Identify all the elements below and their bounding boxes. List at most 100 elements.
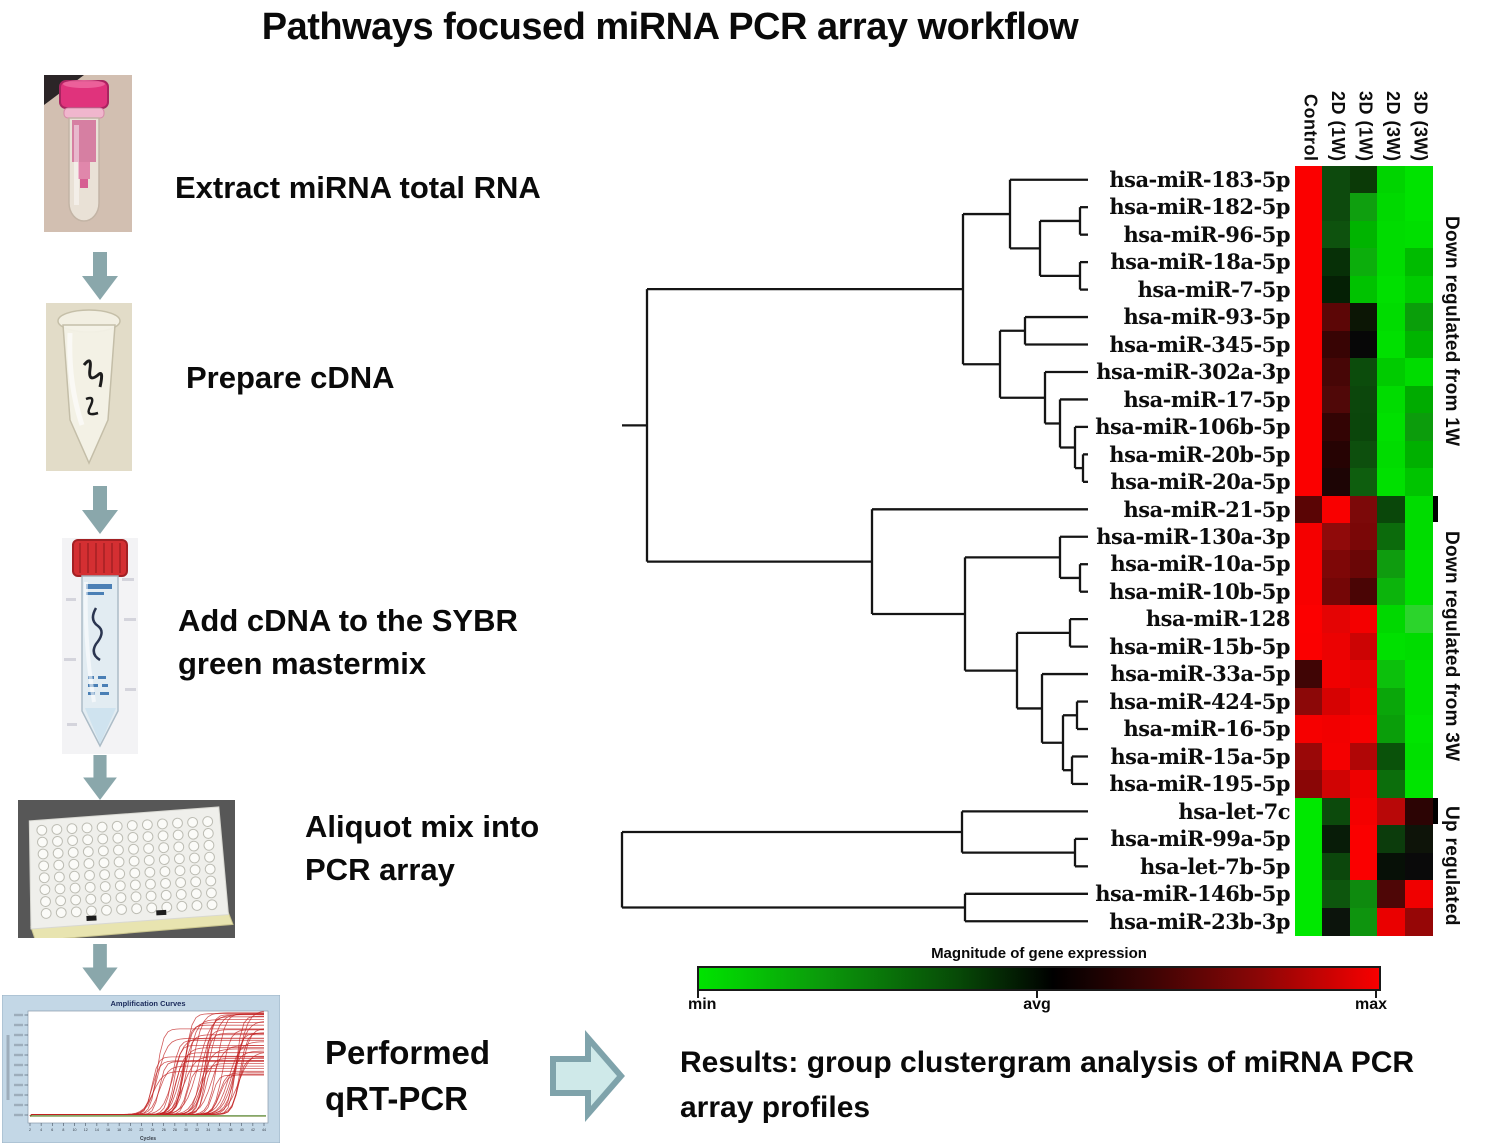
heatmap-cell (1349, 825, 1378, 854)
heatmap-cell (1404, 248, 1433, 277)
dendrogram (620, 178, 1088, 923)
group-label: Up regulated (1441, 806, 1462, 927)
heatmap-cell (1295, 632, 1324, 662)
step-label-sybr: Add cDNA to the SYBR green mastermix (178, 603, 518, 681)
heatmap-cell (1295, 907, 1324, 936)
svg-text:40: 40 (240, 1128, 244, 1132)
heatmap-cell (1349, 605, 1378, 634)
row-label: hsa-miR-33a-5p (1110, 661, 1290, 687)
heatmap-cell (1322, 330, 1351, 359)
heatmap-cell (1349, 523, 1378, 552)
heatmap-cell (1322, 385, 1351, 414)
heatmap-cell (1295, 852, 1324, 881)
heatmap-cell (1404, 742, 1433, 771)
heatmap-cell (1349, 907, 1378, 936)
heatmap-cell (1349, 880, 1378, 909)
heatmap-cell (1295, 605, 1324, 634)
heatmap-cell (1349, 166, 1378, 195)
svg-text:32: 32 (195, 1128, 199, 1132)
row-label: hsa-miR-183-5p (1109, 167, 1290, 192)
svg-text:22: 22 (139, 1128, 143, 1132)
step-label-aliquot: Aliquot mix into PCR array (305, 809, 540, 887)
svg-text:28: 28 (173, 1128, 177, 1132)
heatmap-cell (1377, 907, 1406, 936)
heatmap-cell (1377, 220, 1406, 250)
row-label: hsa-miR-302a-3p (1096, 359, 1290, 385)
heatmap-cell (1377, 385, 1406, 414)
row-label: hsa-miR-128 (1145, 606, 1291, 632)
heatmap-cell (1377, 413, 1406, 442)
row-label: hsa-miR-195-5p (1109, 771, 1290, 797)
heatmap-cell (1349, 770, 1378, 799)
big-right-arrow-icon (550, 1029, 625, 1123)
heatmap-cell (1295, 358, 1324, 387)
heatmap-cell (1404, 468, 1433, 497)
row-label: hsa-miR-15b-5p (1109, 633, 1290, 659)
heatmap-cell (1377, 275, 1406, 304)
heatmap-cell (1322, 770, 1351, 799)
heatmap-cell (1295, 742, 1324, 771)
spin-column-photo (44, 75, 132, 232)
heatmap-cell (1404, 880, 1433, 909)
heatmap-cell (1322, 687, 1351, 716)
heatmap-cell (1404, 660, 1433, 689)
heatmap-cell (1322, 660, 1351, 689)
heatmap-cell (1295, 495, 1324, 524)
heatmap-cell (1295, 825, 1324, 854)
heatmap-cell (1295, 770, 1324, 799)
heatmap-cell (1349, 248, 1378, 277)
heatmap-cell (1295, 550, 1324, 579)
svg-text:38: 38 (229, 1128, 233, 1132)
heatmap-cell (1295, 797, 1324, 826)
heatmap-cell (1322, 880, 1351, 909)
row-label: hsa-miR-20a-5p (1110, 469, 1290, 495)
group-divider-bar (1433, 797, 1438, 824)
row-label: hsa-let-7b-5p (1140, 853, 1290, 879)
heatmap-cell (1295, 248, 1324, 277)
row-label: hsa-miR-17-5p (1123, 386, 1290, 412)
heatmap-cell (1377, 852, 1406, 881)
heatmap-cell (1377, 660, 1406, 689)
group-label: Down regulated from 3W (1441, 531, 1462, 762)
ampl-xlabel: Cycles (140, 1136, 156, 1142)
heatmap-cell (1322, 358, 1351, 387)
heatmap-cell (1322, 248, 1351, 277)
heatmap-cell (1295, 166, 1324, 195)
heatmap-cell (1377, 742, 1406, 771)
heatmap-cell (1322, 220, 1351, 250)
heatmap-cell (1404, 907, 1433, 936)
scale-tick-min (697, 991, 699, 998)
svg-text:14: 14 (95, 1128, 99, 1132)
heatmap-cell (1349, 440, 1378, 469)
group-label: Down regulated from 1W (1441, 215, 1462, 446)
column-header: 2D (1W) (1328, 90, 1349, 162)
flow-arrow-down-icon (83, 755, 117, 800)
svg-text:12: 12 (84, 1128, 88, 1132)
heatmap-cell (1404, 715, 1433, 744)
scale-tick-max (1375, 991, 1377, 998)
heatmap-cell (1322, 303, 1351, 332)
heatmap-cell (1295, 523, 1324, 552)
svg-text:6: 6 (51, 1128, 53, 1132)
heatmap-cell (1377, 440, 1406, 469)
heatmap-cell (1322, 275, 1351, 304)
heatmap-cell (1404, 413, 1433, 442)
heatmap-cell (1377, 166, 1406, 195)
heatmap-cell (1322, 193, 1351, 222)
heatmap-cell (1322, 577, 1351, 607)
heatmap-cell (1349, 193, 1378, 222)
scale-gradient-bar (697, 966, 1381, 991)
scale-max-label: max (1355, 996, 1388, 1013)
heatmap-cell (1404, 495, 1433, 524)
row-label: hsa-miR-146b-5p (1095, 881, 1290, 907)
heatmap-cell (1349, 632, 1378, 662)
sybr-mastermix-tube-photo (62, 538, 138, 754)
svg-text:34: 34 (206, 1128, 210, 1132)
heatmap-cell (1377, 880, 1406, 909)
scale-title: Magnitude of gene expression (931, 945, 1147, 962)
heatmap-cell (1349, 742, 1378, 771)
heatmap-cell (1404, 577, 1433, 607)
heatmap-cell (1322, 605, 1351, 634)
heatmap-cell (1322, 468, 1351, 497)
